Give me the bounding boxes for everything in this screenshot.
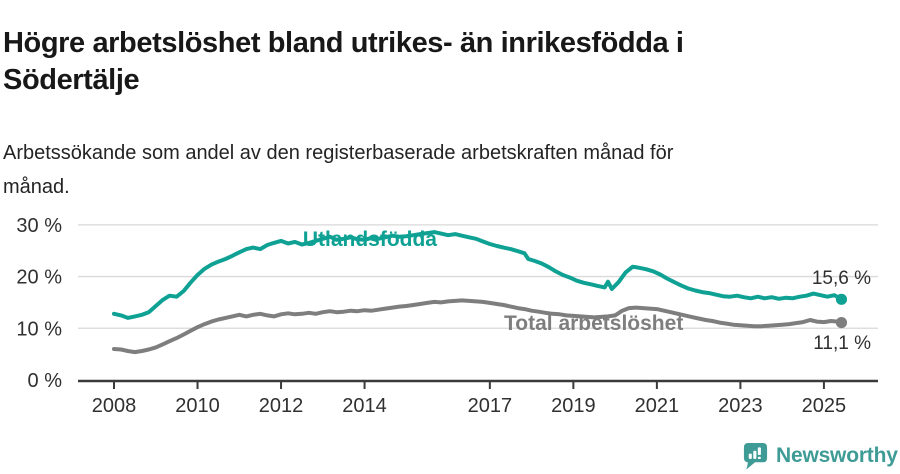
newsworthy-logo[interactable]: Newsworthy (742, 440, 900, 472)
x-tick-label-2023: 2023 (718, 395, 763, 417)
y-tick-label-10: 10 % (16, 318, 62, 340)
x-tick-label-2014: 2014 (342, 395, 387, 417)
chart-subtitle-line-1: Arbetssökande som andel av den registerb… (3, 142, 674, 164)
total-line (112, 298, 844, 355)
utlandsfodda-line (112, 230, 844, 320)
chart-subtitle-line-2: månad. (3, 176, 70, 198)
utlandsfodda-end-value-label: 15,6 % (812, 268, 871, 289)
x-tick-label-2010: 2010 (175, 395, 220, 417)
total-series-label: Total arbetslöshet (504, 312, 683, 335)
x-tick-label-2019: 2019 (551, 395, 596, 417)
utlandsfodda-end-dot (835, 293, 848, 305)
newsworthy-wordmark: Newsworthy (776, 444, 898, 467)
x-tick-label-2025: 2025 (802, 395, 847, 417)
page-title: Högre arbetslöshet bland utrikes- än inr… (3, 25, 863, 99)
x-tick-label-2017: 2017 (468, 395, 513, 417)
total-end-dot (835, 316, 848, 329)
utlandsfodda-series-label: Utlandsfödda (303, 228, 437, 251)
x-tick-label-2021: 2021 (635, 395, 680, 417)
page-title-line-2: Södertälje (3, 64, 140, 97)
y-tick-label-30: 30 % (16, 215, 62, 237)
y-tick-label-0: 0 % (28, 370, 63, 392)
x-tick-label-2008: 2008 (92, 395, 137, 417)
total-end-value-label: 11,1 % (813, 333, 871, 354)
y-tick-label-20: 20 % (16, 267, 62, 289)
line-chart: 2008 2010 2012 2014 2017 2019 2021 2023 2025 0 % 1… (16, 215, 878, 417)
newsworthy-speech-bubble-bar-chart-icon (743, 442, 768, 470)
x-tick-label-2012: 2012 (259, 395, 304, 417)
chart-subtitle: Arbetssökande som andel av den registerb… (3, 136, 863, 204)
page-title-line-1: Högre arbetslöshet bland utrikes- än inr… (3, 27, 684, 60)
